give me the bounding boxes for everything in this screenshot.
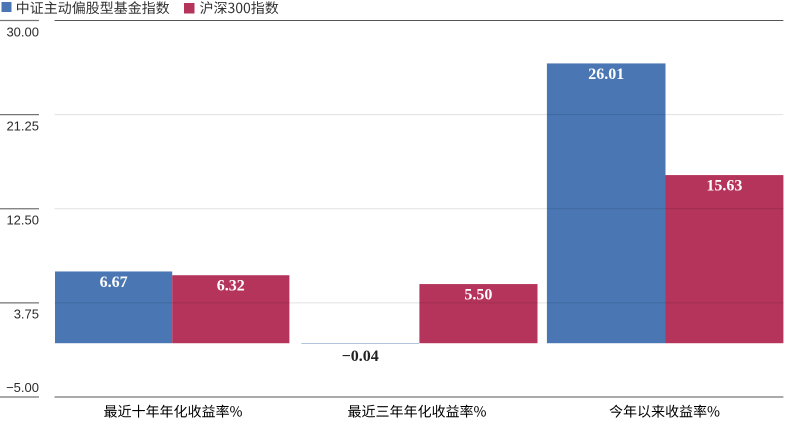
svg-text:15.63: 15.63 (706, 178, 742, 195)
svg-text:−5.00: −5.00 (6, 380, 39, 395)
svg-text:5.50: 5.50 (464, 287, 492, 304)
svg-text:−0.04: −0.04 (342, 348, 379, 365)
svg-text:21.25: 21.25 (6, 118, 39, 133)
svg-text:6.67: 6.67 (100, 274, 128, 291)
svg-text:30.00: 30.00 (6, 24, 39, 39)
svg-text:12.50: 12.50 (6, 213, 39, 228)
svg-text:3.75: 3.75 (14, 307, 39, 322)
svg-text:6.32: 6.32 (217, 278, 245, 295)
svg-text:26.01: 26.01 (588, 66, 624, 83)
